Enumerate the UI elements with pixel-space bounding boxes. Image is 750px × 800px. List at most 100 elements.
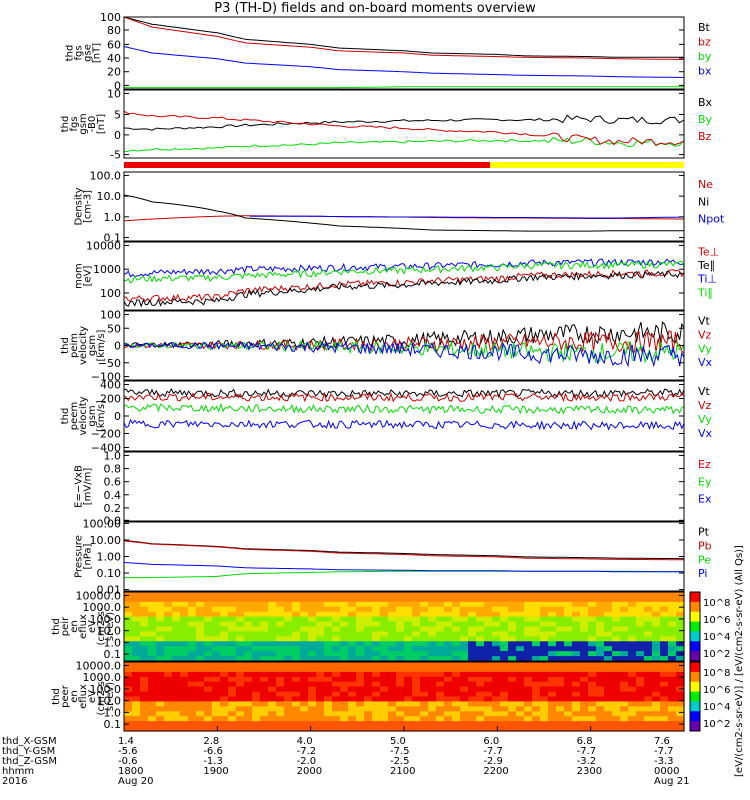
heatmap-cell [452, 662, 461, 668]
heatmap-cell [172, 667, 181, 673]
heatmap-cell [164, 641, 173, 647]
heatmap-cell [412, 607, 421, 613]
heatmap-cell [532, 597, 541, 603]
heatmap-cell [212, 662, 221, 668]
heatmap-cell [564, 706, 573, 712]
heatmap-cell [428, 646, 437, 652]
heatmap-cell [468, 667, 477, 673]
heatmap-cell [380, 612, 389, 618]
heatmap-cell [548, 687, 557, 693]
heatmap-cell [252, 607, 261, 613]
heatmap-cell [436, 721, 445, 727]
heatmap-cell [420, 597, 429, 603]
heatmap-cell [476, 617, 485, 623]
heatmap-cell [676, 682, 685, 688]
heatmap-cell [452, 646, 461, 652]
heatmap-cell [196, 651, 205, 657]
heatmap-cell [260, 592, 269, 598]
heatmap-cell [292, 662, 301, 668]
heatmap-cell [660, 646, 669, 652]
panel-frame [124, 452, 684, 521]
heatmap-cell [556, 597, 565, 603]
ylabel-line: sr-eV) [105, 612, 116, 641]
heatmap-cell [348, 711, 357, 717]
heatmap-cell [524, 636, 533, 642]
heatmap-cell [188, 706, 197, 712]
heatmap-cell [180, 706, 189, 712]
heatmap-cell [420, 631, 429, 637]
heatmap-cell [668, 592, 677, 598]
heatmap-cell [228, 667, 237, 673]
heatmap-cell [564, 667, 573, 673]
heatmap-cell [212, 636, 221, 642]
colorbar-segment [690, 721, 700, 731]
heatmap-cell [476, 716, 485, 722]
heatmap-cell [548, 627, 557, 633]
heatmap-cell [628, 592, 637, 598]
heatmap-cell [244, 672, 253, 678]
ylabel-line: [km/s] [96, 329, 107, 361]
heatmap-cell [588, 662, 597, 668]
heatmap-cell [420, 692, 429, 698]
legend-Ti⊥: Ti⊥ [697, 273, 717, 286]
heatmap-cell [436, 701, 445, 707]
heatmap-cell [332, 706, 341, 712]
heatmap-cell [364, 716, 373, 722]
heatmap-cell [324, 592, 333, 598]
heatmap-cell [668, 651, 677, 657]
heatmap-cell [476, 592, 485, 598]
heatmap-cell [620, 687, 629, 693]
legend-Ex: Ex [698, 493, 712, 506]
heatmap-cell [428, 697, 437, 703]
heatmap-cell [268, 627, 277, 633]
heatmap-cell [252, 617, 261, 623]
heatmap-cell [572, 607, 581, 613]
heatmap-cell [220, 636, 229, 642]
heatmap-cell [284, 697, 293, 703]
heatmap-cell [284, 597, 293, 603]
heatmap-cell [644, 687, 653, 693]
heatmap-cell [452, 631, 461, 637]
heatmap-cell [388, 627, 397, 633]
heatmap-cell [516, 617, 525, 623]
heatmap-cell [492, 692, 501, 698]
heatmap-cell [124, 716, 133, 722]
heatmap-cell [180, 636, 189, 642]
heatmap-cell [308, 667, 317, 673]
heatmap-cell [236, 631, 245, 637]
heatmap-cell [396, 617, 405, 623]
heatmap-cell [436, 716, 445, 722]
heatmap-cell [516, 592, 525, 598]
heatmap-cell [292, 672, 301, 678]
heatmap-cell [668, 667, 677, 673]
heatmap-cell [564, 592, 573, 598]
heatmap-cell [428, 701, 437, 707]
heatmap-cell [524, 701, 533, 707]
heatmap-cell [340, 617, 349, 623]
heatmap-cell [348, 662, 357, 668]
heatmap-cell [628, 602, 637, 608]
heatmap-cell [172, 627, 181, 633]
heatmap-cell [500, 597, 509, 603]
heatmap-cell [660, 687, 669, 693]
ylabel-line: [nT] [92, 43, 103, 63]
heatmap-cell [276, 711, 285, 717]
heatmap-cell [292, 706, 301, 712]
heatmap-cell [372, 597, 381, 603]
heatmap-cell [148, 682, 157, 688]
heatmap-cell [444, 721, 453, 727]
heatmap-cell [220, 641, 229, 647]
heatmap-cell [644, 636, 653, 642]
heatmap-cell [396, 687, 405, 693]
heatmap-cell [292, 646, 301, 652]
heatmap-cell [444, 701, 453, 707]
heatmap-cell [132, 706, 141, 712]
heatmap-cell [396, 716, 405, 722]
heatmap-cell [252, 646, 261, 652]
heatmap-cell [260, 677, 269, 683]
heatmap-cell [340, 602, 349, 608]
heatmap-cell [428, 617, 437, 623]
heatmap-cell [252, 662, 261, 668]
heatmap-cell [476, 687, 485, 693]
panel-ion-spectrogram: 10000.01000.0100.010.01.00.1thdpeirenefl… [51, 589, 685, 661]
